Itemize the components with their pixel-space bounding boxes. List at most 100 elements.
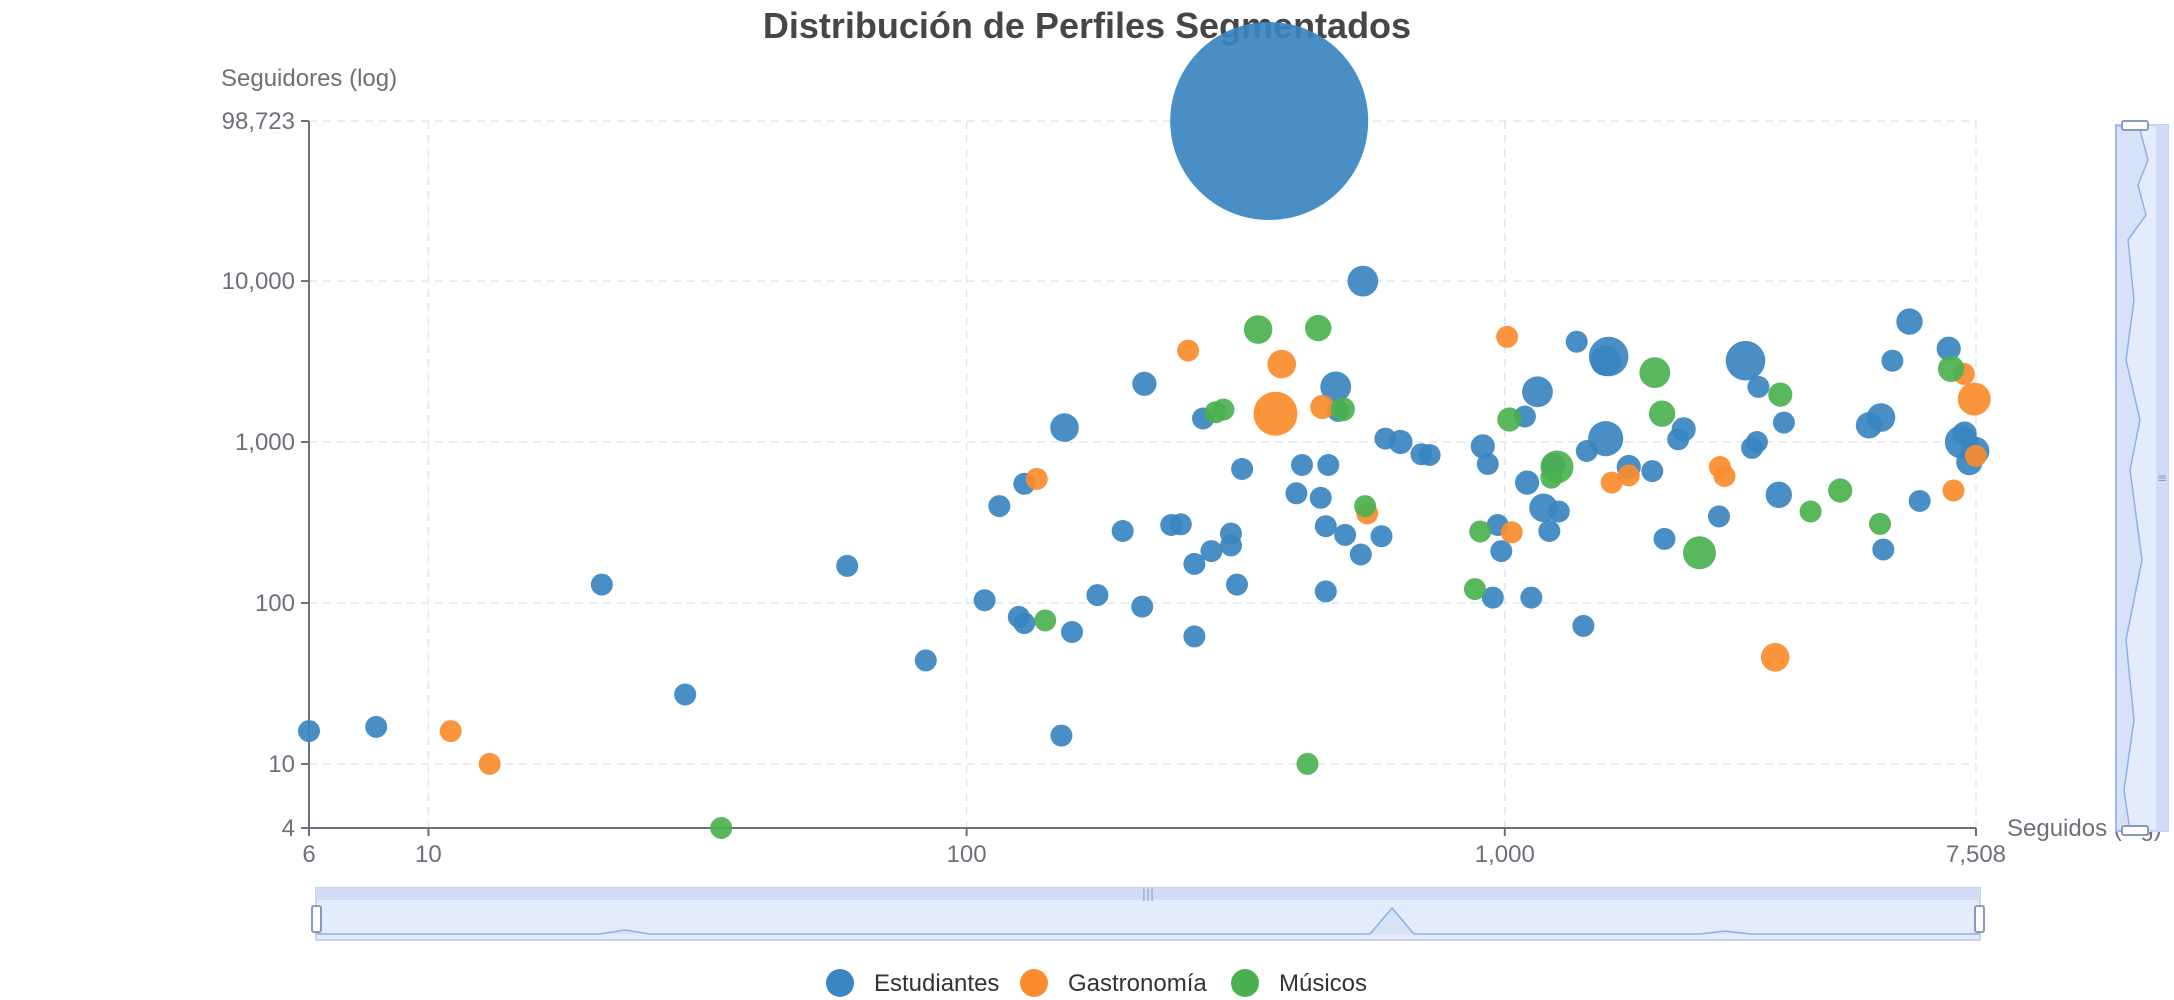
data-point[interactable] [1212, 398, 1235, 421]
data-point[interactable] [1470, 434, 1495, 459]
data-point[interactable] [1588, 336, 1629, 377]
data-point[interactable] [1025, 467, 1048, 490]
data-point[interactable] [1291, 454, 1313, 476]
data-point[interactable] [298, 720, 320, 743]
data-point[interactable] [1132, 371, 1157, 396]
data-point[interactable] [1648, 400, 1676, 427]
data-point[interactable] [1253, 391, 1298, 436]
data-point[interactable] [1334, 523, 1357, 546]
data-point[interactable] [988, 495, 1011, 518]
data-point[interactable] [1034, 609, 1057, 632]
data-point[interactable] [1469, 520, 1492, 543]
series-2[interactable] [710, 314, 1965, 839]
data-point[interactable] [1765, 481, 1793, 508]
data-point[interactable] [1881, 349, 1904, 372]
data-point[interactable] [1330, 397, 1355, 422]
data-point[interactable] [1572, 614, 1595, 637]
data-point[interactable] [1896, 308, 1923, 335]
data-point[interactable] [1131, 595, 1154, 618]
data-point[interactable] [1354, 495, 1377, 518]
data-point[interactable] [1490, 540, 1513, 563]
data-point[interactable] [1747, 375, 1770, 398]
y-zoom-top-handle[interactable] [2121, 120, 2149, 131]
data-point[interactable] [1565, 330, 1588, 353]
data-point[interactable] [1347, 265, 1379, 297]
data-point[interactable] [1957, 382, 1991, 416]
data-point[interactable] [1200, 540, 1223, 563]
data-point[interactable] [1050, 413, 1079, 442]
data-point[interactable] [1305, 314, 1332, 342]
data-point[interactable] [1086, 584, 1109, 607]
data-point[interactable] [1515, 470, 1540, 495]
data-point[interactable] [1267, 349, 1296, 379]
data-point[interactable] [1320, 371, 1352, 403]
data-point[interactable] [1937, 355, 1965, 382]
data-point[interactable] [1522, 376, 1553, 408]
data-point[interactable] [1964, 444, 1987, 467]
legend-marker[interactable] [1020, 969, 1048, 997]
data-point[interactable] [1547, 500, 1570, 523]
data-point[interactable] [1169, 513, 1192, 536]
data-point[interactable] [914, 649, 937, 672]
data-point[interactable] [1370, 525, 1393, 548]
data-point[interactable] [1866, 403, 1896, 432]
data-point[interactable] [1588, 421, 1624, 457]
data-point[interactable] [1520, 586, 1543, 609]
legend-item-label[interactable]: Gastronomía [1068, 970, 1207, 997]
data-point[interactable] [1183, 552, 1206, 575]
data-point[interactable] [1653, 527, 1676, 550]
data-point[interactable] [1538, 520, 1561, 542]
data-point[interactable] [1418, 444, 1441, 466]
x-zoom-grip-icon[interactable]: ||| [1142, 887, 1154, 901]
data-point[interactable] [1760, 643, 1790, 672]
data-point[interactable] [1349, 543, 1372, 566]
data-point[interactable] [1540, 450, 1574, 484]
legend-item-label[interactable]: Estudiantes [874, 970, 999, 997]
data-point[interactable] [710, 817, 733, 839]
data-point[interactable] [836, 554, 859, 577]
data-point[interactable] [973, 589, 996, 612]
data-point[interactable] [1243, 315, 1273, 344]
data-point[interactable] [1111, 520, 1134, 542]
data-point[interactable] [1725, 340, 1766, 381]
x-zoom-slider[interactable]: ||| [311, 887, 1985, 941]
data-point[interactable] [1617, 464, 1640, 487]
y-zoom-grip-icon[interactable]: ≡ [2157, 471, 2167, 485]
data-point[interactable] [1314, 515, 1337, 538]
series-0[interactable] [298, 22, 1990, 747]
data-point[interactable] [1713, 465, 1736, 487]
data-point[interactable] [1600, 471, 1623, 494]
data-point[interactable] [1768, 382, 1793, 407]
data-point[interactable] [439, 720, 462, 743]
y-zoom-bottom-handle[interactable] [2121, 825, 2149, 836]
data-point[interactable] [1296, 752, 1319, 775]
legend-marker[interactable] [1231, 969, 1259, 997]
data-point[interactable] [1481, 586, 1504, 609]
data-point[interactable] [1496, 325, 1519, 348]
data-point[interactable] [1463, 578, 1486, 601]
data-point[interactable] [1936, 336, 1961, 361]
x-zoom-left-handle[interactable] [311, 905, 322, 933]
data-point[interactable] [1170, 22, 1369, 220]
data-point[interactable] [1772, 411, 1795, 434]
data-point[interactable] [1309, 486, 1332, 509]
data-point[interactable] [1639, 357, 1671, 388]
data-point[interactable] [1745, 431, 1768, 453]
data-point[interactable] [1500, 521, 1523, 544]
x-zoom-top-bar[interactable] [316, 888, 1980, 900]
data-point[interactable] [590, 573, 613, 596]
data-points[interactable] [298, 22, 1991, 839]
data-point[interactable] [1872, 538, 1895, 561]
data-point[interactable] [1942, 479, 1965, 502]
data-point[interactable] [1476, 453, 1499, 475]
data-point[interactable] [1013, 612, 1036, 635]
data-point[interactable] [1828, 478, 1853, 503]
data-point[interactable] [1388, 429, 1413, 455]
x-zoom-right-handle[interactable] [1974, 905, 1985, 933]
data-point[interactable] [1671, 417, 1696, 442]
data-point[interactable] [1908, 490, 1931, 512]
data-point[interactable] [1317, 454, 1340, 476]
data-point[interactable] [1799, 500, 1822, 523]
legend-marker[interactable] [826, 969, 854, 997]
data-point[interactable] [1177, 339, 1200, 362]
